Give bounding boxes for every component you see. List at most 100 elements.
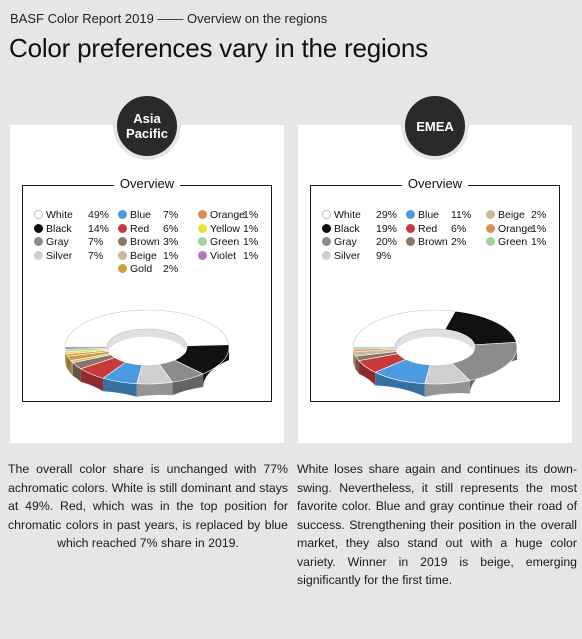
legend-value: 2% [451, 236, 467, 248]
legend-label: White [334, 209, 361, 221]
asia-pacific-description: The overall color share is unchanged wit… [8, 462, 288, 550]
legend-item-violet: Violet 1% [198, 249, 258, 262]
legend-item-black: Black 19% [322, 222, 397, 235]
legend-value: 1% [163, 249, 179, 262]
legend-value: 19% [376, 222, 398, 235]
legend-value: 1% [531, 236, 547, 248]
legend-label: Black [46, 222, 72, 235]
legend-label: Brown [130, 236, 160, 248]
legend-item-gray: Gray 7% [34, 236, 103, 248]
legend-item-blue: Blue 7% [118, 209, 178, 221]
legend-item-beige: Beige 2% [486, 209, 546, 221]
legend-label: Silver [46, 249, 73, 262]
legend-item-white: White 29% [322, 209, 397, 221]
legend-label: Orange [498, 222, 534, 235]
slice-green [352, 346, 396, 350]
panel-emea: Overview White 29% Black 19% Gray 20% Silver 9%… [298, 125, 572, 443]
legend-swatch [486, 223, 495, 233]
legend-value: 6% [451, 222, 467, 235]
legend-swatch [34, 250, 43, 260]
legend-item-black: Black 14% [34, 222, 109, 235]
page-title: Color preferences vary in the regions [9, 33, 428, 63]
legend-value: 6% [163, 222, 179, 235]
legend-swatch [198, 223, 207, 233]
legend-item-beige: Beige 1% [118, 249, 178, 262]
legend-label: Beige [498, 209, 525, 221]
legend-swatch [486, 237, 495, 246]
legend-swatch [198, 210, 207, 219]
legend-item-silver: Silver 7% [34, 249, 103, 262]
slice-side-silver [424, 380, 470, 397]
legend-swatch [406, 223, 415, 233]
legend-item-red: Red 6% [406, 223, 466, 235]
legend-item-gold: Gold 2% [118, 263, 178, 275]
legend-value: 7% [88, 236, 104, 248]
legend-swatch [34, 237, 43, 246]
legend-label: Violet [210, 249, 237, 262]
slice-black [444, 310, 517, 346]
legend-item-yellow: Yellow 1% [198, 222, 258, 235]
legend-item-brown: Brown 3% [118, 236, 178, 248]
legend-label: Beige [130, 249, 157, 262]
slice-violet [64, 346, 108, 350]
legend-swatch [198, 250, 207, 260]
legend-swatch [118, 264, 127, 273]
legend-item-brown: Brown 2% [406, 236, 466, 248]
legend-item-orange: Orange 1% [198, 209, 258, 221]
slice-side-beige [353, 351, 356, 370]
legend-value: 3% [163, 236, 179, 248]
legend-swatch [118, 237, 127, 246]
legend-swatch [406, 237, 415, 246]
legend-item-blue: Blue 11% [406, 209, 471, 221]
slice-white [352, 309, 456, 348]
legend-value: 1% [243, 209, 259, 221]
legend-item-silver: Silver 9% [322, 249, 391, 262]
legend-swatch [118, 223, 127, 233]
legend-swatch [34, 223, 43, 233]
legend-label: Green [210, 236, 240, 248]
legend-swatch [118, 210, 127, 219]
legend-label: Gold [130, 263, 153, 275]
legend-value: 2% [531, 209, 547, 221]
legend-item-gray: Gray 20% [322, 236, 397, 248]
legend-item-green: Green 1% [486, 236, 546, 248]
report-supertitle: BASF Color Report 2019 —— Overview on th… [10, 11, 328, 26]
legend-value: 20% [376, 236, 398, 248]
region-badge-emea: EMEA [401, 92, 469, 160]
legend-swatch [322, 237, 331, 246]
legend-value: 49% [88, 209, 110, 221]
legend-label: Black [334, 222, 360, 235]
legend-swatch [322, 223, 331, 233]
overview-label: Overview [298, 176, 572, 191]
legend-label: Gray [46, 236, 69, 248]
legend-item-green: Green 1% [198, 236, 258, 248]
slice-white [64, 309, 230, 348]
legend-item-white: White 49% [34, 209, 109, 221]
legend-value: 1% [243, 222, 259, 235]
slice-side-silver [136, 381, 173, 397]
donut-chart [64, 309, 230, 397]
region-badge-asia-pacific: Asia Pacific [113, 92, 181, 160]
overview-label: Overview [10, 176, 284, 191]
legend-label: Blue [130, 209, 152, 221]
legend-value: 1% [243, 249, 259, 262]
slice-side-red [358, 360, 376, 386]
legend-swatch [486, 210, 495, 219]
legend-label: Green [498, 236, 528, 248]
legend-value: 9% [376, 249, 392, 262]
legend-label: White [46, 209, 73, 221]
legend-value: 29% [376, 209, 398, 221]
slice-side-yellow [65, 351, 67, 367]
emea-description: White loses share again and continues it… [297, 462, 577, 587]
legend-value: 14% [88, 222, 110, 235]
legend-label: Brown [418, 236, 448, 248]
slice-side-orange [66, 353, 68, 370]
legend-swatch [322, 250, 331, 260]
legend-label: Silver [334, 249, 361, 262]
slice-side-beige [70, 360, 73, 376]
legend-label: Gray [334, 236, 357, 248]
legend-value: 7% [88, 249, 104, 262]
legend-label: Yellow [210, 222, 240, 235]
legend-item-orange: Orange 1% [486, 222, 546, 235]
donut-hole-shadow [107, 329, 187, 355]
